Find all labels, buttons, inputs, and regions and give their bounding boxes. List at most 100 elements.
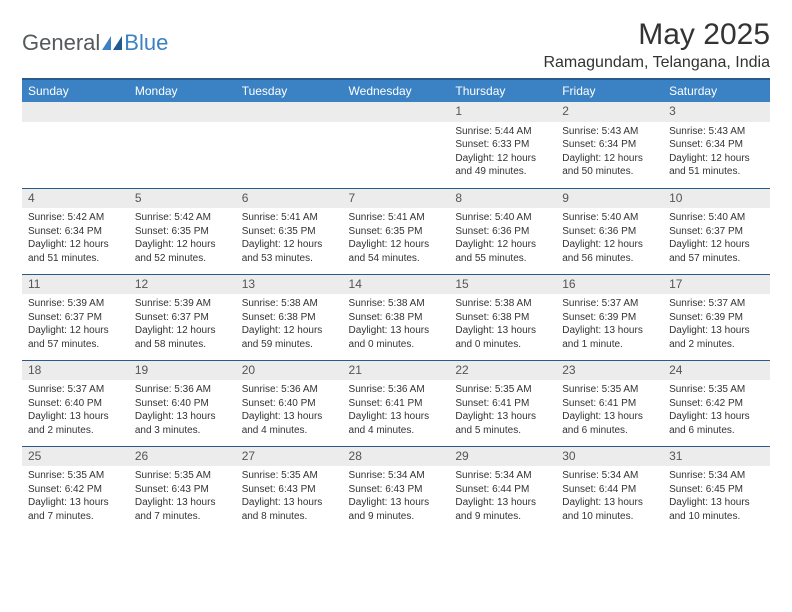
calendar-table: SundayMondayTuesdayWednesdayThursdayFrid… xyxy=(22,78,770,532)
calendar-day-cell: 30Sunrise: 5:34 AMSunset: 6:44 PMDayligh… xyxy=(556,446,663,532)
calendar-column-header: Friday xyxy=(556,79,663,102)
calendar-day-cell: 29Sunrise: 5:34 AMSunset: 6:44 PMDayligh… xyxy=(449,446,556,532)
day-number: 3 xyxy=(663,102,770,122)
day-details: Sunrise: 5:43 AMSunset: 6:34 PMDaylight:… xyxy=(663,122,770,183)
day-details: Sunrise: 5:43 AMSunset: 6:34 PMDaylight:… xyxy=(556,122,663,183)
day-number: 16 xyxy=(556,275,663,295)
calendar-day-cell: 10Sunrise: 5:40 AMSunset: 6:37 PMDayligh… xyxy=(663,188,770,274)
calendar-day-cell: 26Sunrise: 5:35 AMSunset: 6:43 PMDayligh… xyxy=(129,446,236,532)
day-details: Sunrise: 5:36 AMSunset: 6:41 PMDaylight:… xyxy=(343,380,450,441)
day-number: 7 xyxy=(343,189,450,209)
day-number: 21 xyxy=(343,361,450,381)
day-number: 14 xyxy=(343,275,450,295)
day-details: Sunrise: 5:34 AMSunset: 6:44 PMDaylight:… xyxy=(449,466,556,527)
day-number: 19 xyxy=(129,361,236,381)
calendar-day-cell: 7Sunrise: 5:41 AMSunset: 6:35 PMDaylight… xyxy=(343,188,450,274)
day-details: Sunrise: 5:37 AMSunset: 6:39 PMDaylight:… xyxy=(556,294,663,355)
day-details: Sunrise: 5:38 AMSunset: 6:38 PMDaylight:… xyxy=(343,294,450,355)
day-details: Sunrise: 5:37 AMSunset: 6:39 PMDaylight:… xyxy=(663,294,770,355)
calendar-day-cell: 15Sunrise: 5:38 AMSunset: 6:38 PMDayligh… xyxy=(449,274,556,360)
calendar-day-cell: 6Sunrise: 5:41 AMSunset: 6:35 PMDaylight… xyxy=(236,188,343,274)
calendar-week-row: 18Sunrise: 5:37 AMSunset: 6:40 PMDayligh… xyxy=(22,360,770,446)
calendar-day-cell: 24Sunrise: 5:35 AMSunset: 6:42 PMDayligh… xyxy=(663,360,770,446)
month-title: May 2025 xyxy=(543,18,770,52)
calendar-column-header: Saturday xyxy=(663,79,770,102)
day-details: Sunrise: 5:35 AMSunset: 6:42 PMDaylight:… xyxy=(663,380,770,441)
calendar-body: 1Sunrise: 5:44 AMSunset: 6:33 PMDaylight… xyxy=(22,102,770,532)
day-number: 25 xyxy=(22,447,129,467)
calendar-column-header: Wednesday xyxy=(343,79,450,102)
calendar-day-cell: 31Sunrise: 5:34 AMSunset: 6:45 PMDayligh… xyxy=(663,446,770,532)
day-details: Sunrise: 5:39 AMSunset: 6:37 PMDaylight:… xyxy=(129,294,236,355)
day-details: Sunrise: 5:38 AMSunset: 6:38 PMDaylight:… xyxy=(236,294,343,355)
calendar-day-cell: 13Sunrise: 5:38 AMSunset: 6:38 PMDayligh… xyxy=(236,274,343,360)
day-number: 15 xyxy=(449,275,556,295)
day-details: Sunrise: 5:35 AMSunset: 6:43 PMDaylight:… xyxy=(129,466,236,527)
day-number: 2 xyxy=(556,102,663,122)
calendar-day-cell: 20Sunrise: 5:36 AMSunset: 6:40 PMDayligh… xyxy=(236,360,343,446)
calendar-column-header: Sunday xyxy=(22,79,129,102)
calendar-column-header: Thursday xyxy=(449,79,556,102)
day-number: 27 xyxy=(236,447,343,467)
calendar-day-cell xyxy=(129,102,236,188)
day-number: 30 xyxy=(556,447,663,467)
calendar-week-row: 1Sunrise: 5:44 AMSunset: 6:33 PMDaylight… xyxy=(22,102,770,188)
day-number: 12 xyxy=(129,275,236,295)
calendar-column-header: Monday xyxy=(129,79,236,102)
day-details: Sunrise: 5:34 AMSunset: 6:45 PMDaylight:… xyxy=(663,466,770,527)
calendar-week-row: 4Sunrise: 5:42 AMSunset: 6:34 PMDaylight… xyxy=(22,188,770,274)
day-number xyxy=(236,102,343,122)
day-number: 4 xyxy=(22,189,129,209)
calendar-day-cell: 22Sunrise: 5:35 AMSunset: 6:41 PMDayligh… xyxy=(449,360,556,446)
day-details: Sunrise: 5:35 AMSunset: 6:41 PMDaylight:… xyxy=(449,380,556,441)
day-number: 20 xyxy=(236,361,343,381)
day-details: Sunrise: 5:39 AMSunset: 6:37 PMDaylight:… xyxy=(22,294,129,355)
day-details: Sunrise: 5:40 AMSunset: 6:37 PMDaylight:… xyxy=(663,208,770,269)
day-details: Sunrise: 5:36 AMSunset: 6:40 PMDaylight:… xyxy=(129,380,236,441)
day-details: Sunrise: 5:42 AMSunset: 6:35 PMDaylight:… xyxy=(129,208,236,269)
calendar-day-cell xyxy=(343,102,450,188)
day-number: 22 xyxy=(449,361,556,381)
calendar-column-header: Tuesday xyxy=(236,79,343,102)
title-block: May 2025 Ramagundam, Telangana, India xyxy=(543,18,770,72)
day-number: 28 xyxy=(343,447,450,467)
day-number xyxy=(343,102,450,122)
calendar-day-cell: 8Sunrise: 5:40 AMSunset: 6:36 PMDaylight… xyxy=(449,188,556,274)
calendar-day-cell: 17Sunrise: 5:37 AMSunset: 6:39 PMDayligh… xyxy=(663,274,770,360)
calendar-day-cell: 27Sunrise: 5:35 AMSunset: 6:43 PMDayligh… xyxy=(236,446,343,532)
calendar-day-cell xyxy=(236,102,343,188)
day-number: 31 xyxy=(663,447,770,467)
day-number: 29 xyxy=(449,447,556,467)
day-number xyxy=(22,102,129,122)
calendar-day-cell: 11Sunrise: 5:39 AMSunset: 6:37 PMDayligh… xyxy=(22,274,129,360)
day-details: Sunrise: 5:34 AMSunset: 6:43 PMDaylight:… xyxy=(343,466,450,527)
day-details: Sunrise: 5:42 AMSunset: 6:34 PMDaylight:… xyxy=(22,208,129,269)
calendar-day-cell: 28Sunrise: 5:34 AMSunset: 6:43 PMDayligh… xyxy=(343,446,450,532)
calendar-week-row: 25Sunrise: 5:35 AMSunset: 6:42 PMDayligh… xyxy=(22,446,770,532)
day-details: Sunrise: 5:38 AMSunset: 6:38 PMDaylight:… xyxy=(449,294,556,355)
calendar-day-cell: 1Sunrise: 5:44 AMSunset: 6:33 PMDaylight… xyxy=(449,102,556,188)
day-details: Sunrise: 5:35 AMSunset: 6:41 PMDaylight:… xyxy=(556,380,663,441)
calendar-day-cell: 19Sunrise: 5:36 AMSunset: 6:40 PMDayligh… xyxy=(129,360,236,446)
day-number: 17 xyxy=(663,275,770,295)
day-number: 18 xyxy=(22,361,129,381)
day-number: 10 xyxy=(663,189,770,209)
day-number: 8 xyxy=(449,189,556,209)
calendar-day-cell: 9Sunrise: 5:40 AMSunset: 6:36 PMDaylight… xyxy=(556,188,663,274)
header-bar: General Blue May 2025 Ramagundam, Telang… xyxy=(22,18,770,72)
day-number: 5 xyxy=(129,189,236,209)
calendar-week-row: 11Sunrise: 5:39 AMSunset: 6:37 PMDayligh… xyxy=(22,274,770,360)
day-details: Sunrise: 5:35 AMSunset: 6:43 PMDaylight:… xyxy=(236,466,343,527)
logo-text-blue: Blue xyxy=(124,30,168,56)
calendar-day-cell: 2Sunrise: 5:43 AMSunset: 6:34 PMDaylight… xyxy=(556,102,663,188)
calendar-day-cell: 5Sunrise: 5:42 AMSunset: 6:35 PMDaylight… xyxy=(129,188,236,274)
day-details: Sunrise: 5:34 AMSunset: 6:44 PMDaylight:… xyxy=(556,466,663,527)
calendar-day-cell: 21Sunrise: 5:36 AMSunset: 6:41 PMDayligh… xyxy=(343,360,450,446)
calendar-day-cell: 23Sunrise: 5:35 AMSunset: 6:41 PMDayligh… xyxy=(556,360,663,446)
day-number: 23 xyxy=(556,361,663,381)
day-details: Sunrise: 5:36 AMSunset: 6:40 PMDaylight:… xyxy=(236,380,343,441)
day-number: 1 xyxy=(449,102,556,122)
calendar-day-cell: 12Sunrise: 5:39 AMSunset: 6:37 PMDayligh… xyxy=(129,274,236,360)
day-details: Sunrise: 5:40 AMSunset: 6:36 PMDaylight:… xyxy=(449,208,556,269)
day-details: Sunrise: 5:40 AMSunset: 6:36 PMDaylight:… xyxy=(556,208,663,269)
